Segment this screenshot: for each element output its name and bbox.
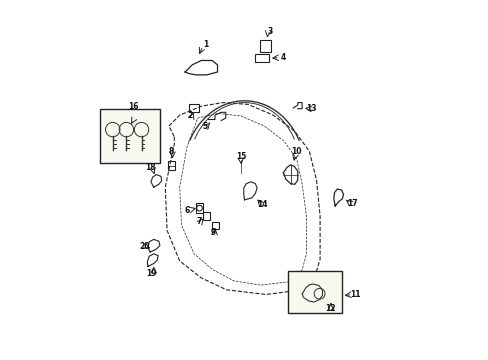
Bar (259, 40, 270, 52)
Text: 13: 13 (305, 104, 316, 113)
Bar (254, 54, 268, 62)
Text: 14: 14 (257, 200, 267, 209)
Bar (189, 104, 199, 112)
Text: 5: 5 (202, 122, 207, 131)
Bar (203, 212, 210, 220)
Text: 1: 1 (203, 40, 208, 49)
Text: 9: 9 (210, 228, 215, 237)
Text: 17: 17 (346, 199, 357, 208)
Bar (168, 161, 175, 170)
Bar (100, 109, 160, 163)
Text: 16: 16 (128, 102, 139, 111)
Text: 15: 15 (236, 152, 246, 161)
Bar (212, 222, 219, 229)
Bar (195, 203, 203, 213)
Text: 10: 10 (291, 148, 301, 157)
Bar (288, 271, 341, 313)
Text: 3: 3 (267, 27, 272, 36)
Text: 19: 19 (146, 269, 157, 278)
Text: 20: 20 (139, 242, 149, 251)
Text: 6: 6 (184, 206, 190, 215)
Text: 7: 7 (196, 217, 202, 226)
Text: 18: 18 (144, 163, 155, 172)
Text: 4: 4 (280, 53, 285, 62)
Text: 12: 12 (324, 304, 335, 312)
Text: 11: 11 (349, 290, 360, 299)
Text: 8: 8 (168, 148, 173, 157)
Text: 2: 2 (187, 112, 192, 120)
